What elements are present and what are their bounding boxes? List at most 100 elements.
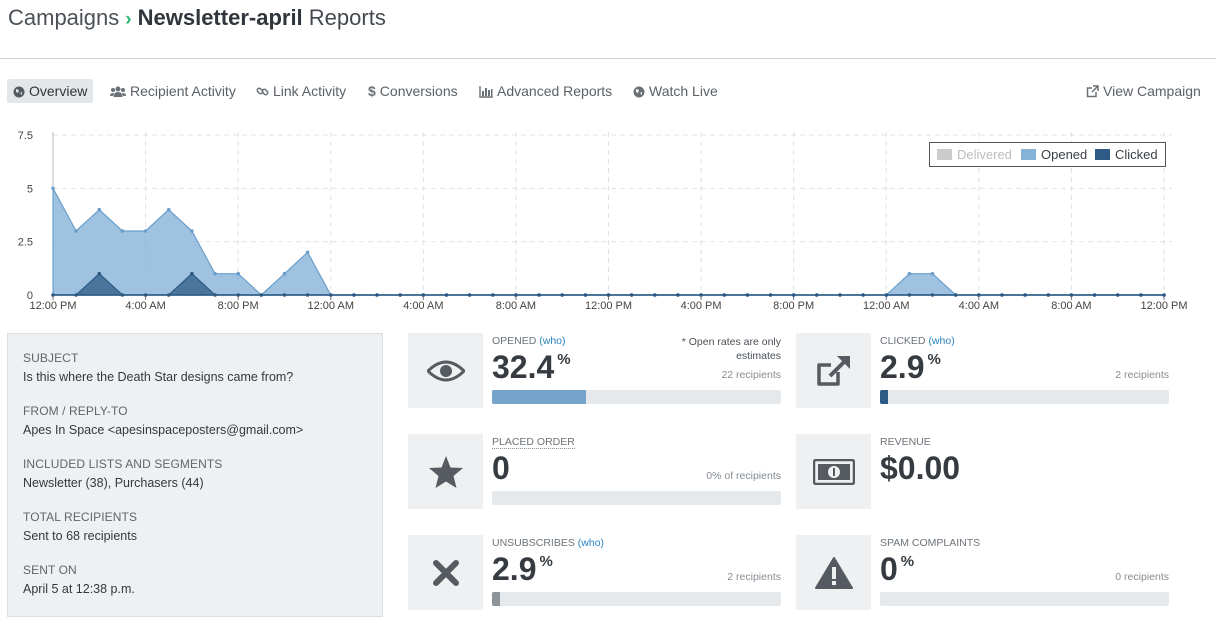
stat-value: 32.4% xyxy=(492,349,571,386)
stat-number: 2.9 xyxy=(880,349,925,385)
x-tick-label: 4:00 AM xyxy=(959,300,999,312)
total-recipients-value: Sent to 68 recipients xyxy=(23,529,137,543)
stat-unsubscribes: UNSUBSCRIBES (who) 2.9% 2 recipients xyxy=(408,535,782,610)
link-icon xyxy=(256,87,269,96)
stat-label-text: CLICKED xyxy=(880,335,926,347)
stat-body: OPENED (who) * Open rates are only estim… xyxy=(492,333,781,408)
legend-label: Opened xyxy=(1041,147,1088,162)
view-campaign-link[interactable]: View Campaign xyxy=(1080,79,1207,103)
point-opened xyxy=(143,229,148,233)
stat-icon-box xyxy=(796,434,871,509)
stat-number: $0.00 xyxy=(880,450,961,486)
stat-recipients: 2 recipients xyxy=(727,571,781,583)
activity-chart: 0 2.5 5 7.5 12:00 PM 4:00 AM 8:00 PM 12:00 AM 4:… xyxy=(0,120,1190,320)
star-icon xyxy=(428,455,463,488)
tab-label: Overview xyxy=(29,83,88,99)
stat-label: OPENED (who) xyxy=(492,335,566,347)
stat-progress-bar xyxy=(492,390,781,404)
stat-opened: OPENED (who) * Open rates are only estim… xyxy=(408,333,782,408)
tab-overview[interactable]: Overview xyxy=(7,79,94,103)
from-label: FROM / REPLY-TO xyxy=(23,404,128,418)
x-tick-label: 8:00 PM xyxy=(218,300,259,312)
stat-unit: % xyxy=(539,553,553,570)
legend-swatch xyxy=(937,149,952,160)
stat-value: $0.00 xyxy=(880,450,960,487)
stat-body: REVENUE $0.00 xyxy=(880,434,1169,509)
stat-recipients: 0% of recipients xyxy=(706,470,781,482)
eye-icon xyxy=(426,360,465,381)
x-tick-label: 4:00 AM xyxy=(125,300,165,312)
stat-revenue: REVENUE $0.00 xyxy=(796,434,1170,509)
tab-advanced-reports[interactable]: Advanced Reports xyxy=(473,79,618,103)
legend-item-delivered[interactable]: Delivered xyxy=(937,143,1012,166)
tab-label: Link Activity xyxy=(273,83,347,99)
report-tabs: Overview Recipient Activity Link Activit… xyxy=(7,79,1207,103)
stat-body: UNSUBSCRIBES (who) 2.9% 2 recipients xyxy=(492,535,781,610)
stat-recipients: 2 recipients xyxy=(1115,369,1169,381)
x-tick-label: 4:00 AM xyxy=(403,300,443,312)
tab-conversions[interactable]: $ Conversions xyxy=(362,79,464,103)
page-header: Campaigns › Newsletter-april Reports xyxy=(0,0,1216,59)
sent-on-value: April 5 at 12:38 p.m. xyxy=(23,582,135,596)
x-tick-label: 8:00 AM xyxy=(1051,300,1091,312)
sent-on-label: SENT ON xyxy=(23,563,77,577)
stat-number: 2.9 xyxy=(492,551,537,587)
campaign-info-panel: SUBJECT Is this where the Death Star des… xyxy=(7,333,383,617)
activity-chart-svg: 0 2.5 5 7.5 12:00 PM 4:00 AM 8:00 PM 12:00 AM 4:… xyxy=(18,130,1188,312)
external-link-icon xyxy=(816,355,850,386)
point-opened xyxy=(51,186,55,191)
x-tick-label: 12:00 AM xyxy=(863,300,909,312)
stat-label: UNSUBSCRIBES (who) xyxy=(492,537,604,549)
x-tick-label: 12:00 AM xyxy=(308,300,354,312)
stat-number: 0 xyxy=(880,551,898,587)
point-opened xyxy=(930,271,935,276)
stat-label: REVENUE xyxy=(880,436,931,448)
breadcrumb: Campaigns › Newsletter-april Reports xyxy=(8,5,386,33)
y-tick-label: 5 xyxy=(27,183,33,195)
x-tick-label: 12:00 PM xyxy=(1140,300,1187,312)
tab-watch-live[interactable]: Watch Live xyxy=(627,79,724,103)
point-opened xyxy=(166,207,171,212)
money-icon xyxy=(812,458,855,485)
subject-label: SUBJECT xyxy=(23,351,79,365)
who-link[interactable]: (who) xyxy=(928,335,955,347)
point-clicked xyxy=(190,271,194,276)
who-link[interactable]: (who) xyxy=(577,537,605,549)
who-link[interactable]: (who) xyxy=(539,335,566,347)
point-opened xyxy=(213,271,217,276)
globe-icon xyxy=(633,86,645,98)
breadcrumb-campaigns-link[interactable]: Campaigns xyxy=(8,5,120,30)
x-tick-label: 8:00 AM xyxy=(496,300,536,312)
stat-progress-bar xyxy=(880,390,1169,404)
x-tick-label: 12:00 PM xyxy=(585,300,632,312)
point-clicked xyxy=(97,271,102,276)
point-opened xyxy=(305,250,310,255)
stat-value: 2.9% xyxy=(492,551,553,588)
view-campaign-label: View Campaign xyxy=(1103,83,1201,99)
stat-icon-box xyxy=(408,535,483,610)
stat-label[interactable]: PLACED ORDER xyxy=(492,436,575,449)
y-tick-label: 7.5 xyxy=(18,130,33,142)
stat-label: SPAM COMPLAINTS xyxy=(880,537,981,549)
stat-icon-box xyxy=(796,535,871,610)
stat-spam-complaints: SPAM COMPLAINTS 0% 0 recipients xyxy=(796,535,1170,610)
stat-placed-order: PLACED ORDER 0 0% of recipients xyxy=(408,434,782,509)
stat-progress-bar xyxy=(492,491,781,505)
legend-label: Clicked xyxy=(1115,147,1158,162)
tab-label: Recipient Activity xyxy=(130,83,236,99)
tab-recipient-activity[interactable]: Recipient Activity xyxy=(104,79,242,103)
close-icon xyxy=(432,559,459,586)
stat-value: 0 xyxy=(492,450,510,487)
tab-link-activity[interactable]: Link Activity xyxy=(250,79,352,103)
x-tick-label: 4:00 PM xyxy=(681,300,722,312)
warning-icon xyxy=(814,556,853,589)
stat-clicked: CLICKED (who) 2.9% 2 recipients xyxy=(796,333,1170,408)
stat-progress-fill xyxy=(880,390,889,404)
x-tick-label: 8:00 PM xyxy=(773,300,814,312)
stat-number: 32.4 xyxy=(492,349,555,385)
tab-label: Advanced Reports xyxy=(497,83,613,99)
stat-value: 0% xyxy=(880,551,914,588)
legend-item-clicked[interactable]: Clicked xyxy=(1095,143,1158,166)
legend-item-opened[interactable]: Opened xyxy=(1021,143,1087,166)
y-tick-label: 2.5 xyxy=(18,237,33,249)
